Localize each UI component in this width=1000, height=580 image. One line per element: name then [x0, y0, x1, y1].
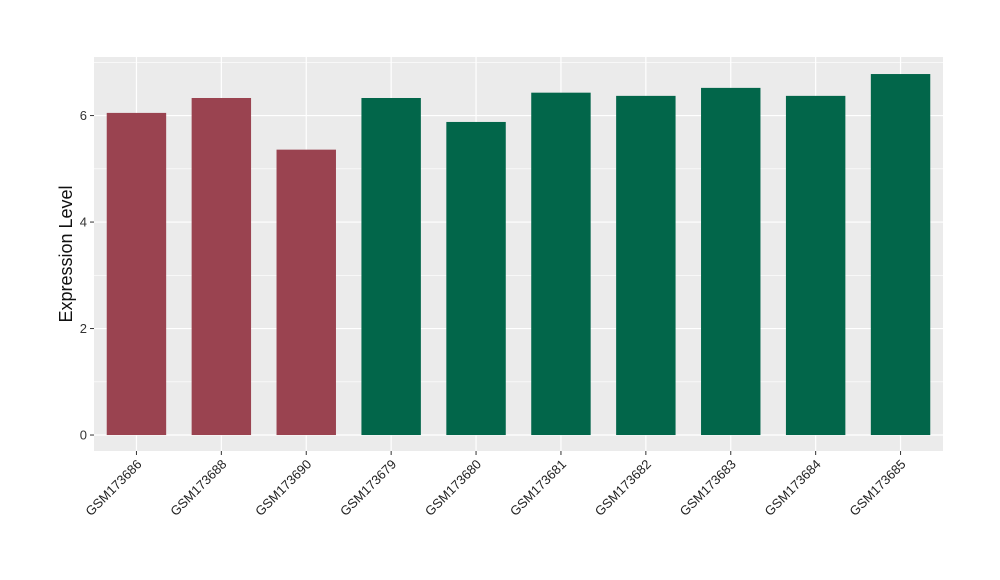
bar-GSM173686 [106, 112, 167, 436]
bar-GSM173681 [531, 92, 591, 436]
y-axis: 0 2 4 6 [80, 108, 94, 443]
y-tick-label: 6 [80, 108, 87, 123]
x-tick-label: GSM173684 [762, 457, 824, 519]
bar-GSM173679 [361, 97, 421, 436]
x-tick-label: GSM173679 [337, 457, 399, 519]
bar-GSM173683 [701, 87, 761, 436]
bar-GSM173688 [191, 97, 252, 436]
x-tick-label: GSM173682 [592, 457, 654, 519]
bar-GSM173685 [870, 74, 931, 436]
bar-GSM173690 [276, 149, 336, 436]
y-tick-label: 0 [80, 428, 87, 443]
x-tick-label: GSM173690 [252, 457, 314, 519]
y-tick-label: 4 [80, 215, 87, 230]
bar-GSM173684 [785, 95, 846, 436]
x-tick-label: GSM173681 [507, 457, 569, 519]
bar-GSM173680 [446, 121, 506, 436]
x-tick-label: GSM173683 [677, 457, 739, 519]
x-tick-label: GSM173685 [846, 457, 908, 519]
x-tick-label: GSM173688 [167, 457, 229, 519]
bars [106, 74, 931, 436]
bar-GSM173682 [616, 95, 676, 436]
y-tick-label: 2 [80, 321, 87, 336]
x-axis: GSM173686 GSM173688 GSM173690 GSM173679 GSM1… [82, 451, 909, 519]
x-tick-label: GSM173686 [82, 457, 144, 519]
x-tick-label: GSM173680 [422, 457, 484, 519]
y-axis-title: Expression Level [56, 185, 76, 322]
